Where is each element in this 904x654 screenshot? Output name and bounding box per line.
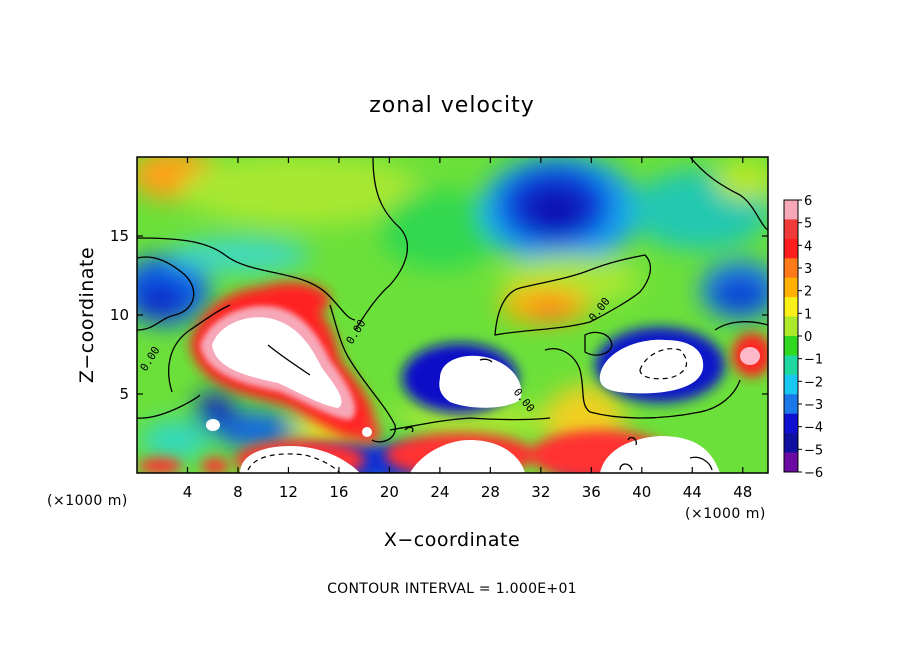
contour-interval-note: CONTOUR INTERVAL = 1.000E+01 xyxy=(327,581,577,597)
x-tick-label: 24 xyxy=(430,483,449,501)
colorbar-tick-label: −5 xyxy=(804,443,823,458)
y-axis-label: Z−coordinate xyxy=(76,247,98,383)
colorbar-swatch xyxy=(784,297,798,318)
x-tick-label: 20 xyxy=(380,483,399,501)
colorbar-tick-label: 5 xyxy=(804,217,812,232)
colorbar-swatch xyxy=(784,374,798,395)
x-tick-label: 4 xyxy=(183,483,193,501)
y-tick-label: 15 xyxy=(110,227,129,245)
colorbar-swatch xyxy=(784,238,798,259)
colorbar-tick-label: 3 xyxy=(804,262,812,277)
x-tick-label: 28 xyxy=(481,483,500,501)
colorbar-tick-label: −4 xyxy=(804,421,823,436)
x-tick-label: 36 xyxy=(582,483,601,501)
colorbar-swatch xyxy=(784,316,798,337)
colorbar-tick-label: 0 xyxy=(804,330,812,345)
y-axis-ticks: 5 10 15 xyxy=(110,227,768,403)
colorbar-swatch xyxy=(784,258,798,279)
colorbar-tick-label: −1 xyxy=(804,353,823,368)
x-tick-label: 16 xyxy=(329,483,348,501)
high-speed-cores xyxy=(206,317,760,473)
colorbar-swatch xyxy=(784,433,798,454)
x-unit-left: (×1000 m) xyxy=(47,493,128,509)
colorbar: 6 5 4 3 2 1 0 −1 −2 −3 −4 −5 −6 xyxy=(783,194,823,481)
colorbar-swatch xyxy=(784,413,798,434)
colorbar-tick-label: −6 xyxy=(804,466,823,481)
x-tick-label: 12 xyxy=(279,483,298,501)
colorbar-swatch xyxy=(784,355,798,376)
y-tick-label: 10 xyxy=(110,306,129,324)
heatmap-field xyxy=(137,157,768,473)
colorbar-tick-label: −2 xyxy=(804,375,823,390)
x-axis-label: X−coordinate xyxy=(384,529,520,551)
x-tick-label: 8 xyxy=(233,483,243,501)
x-tick-label: 40 xyxy=(632,483,651,501)
colorbar-swatch xyxy=(784,336,798,356)
contour-lines xyxy=(137,157,768,471)
x-unit-right: (×1000 m) xyxy=(685,506,766,522)
x-tick-label: 32 xyxy=(531,483,550,501)
colorbar-swatch xyxy=(784,200,798,220)
colorbar-swatch xyxy=(784,277,798,298)
chart-title: zonal velocity xyxy=(369,93,535,118)
colorbar-tick-label: 2 xyxy=(804,285,812,300)
dashed-contours xyxy=(247,348,688,473)
colorbar-swatch xyxy=(784,394,798,415)
colorbar-tick-label: 1 xyxy=(804,307,812,322)
colorbar-swatch xyxy=(784,219,798,240)
x-tick-label: 48 xyxy=(733,483,752,501)
y-tick-label: 5 xyxy=(119,385,129,403)
x-tick-label: 44 xyxy=(683,483,702,501)
colorbar-tick-label: 6 xyxy=(804,194,812,209)
colorbar-tick-label: 4 xyxy=(804,239,812,254)
colorbar-swatch xyxy=(784,452,798,473)
x-axis-ticks: 4 8 12 16 20 24 28 32 36 40 44 48 xyxy=(183,157,752,501)
colorbar-tick-label: −3 xyxy=(804,398,823,413)
